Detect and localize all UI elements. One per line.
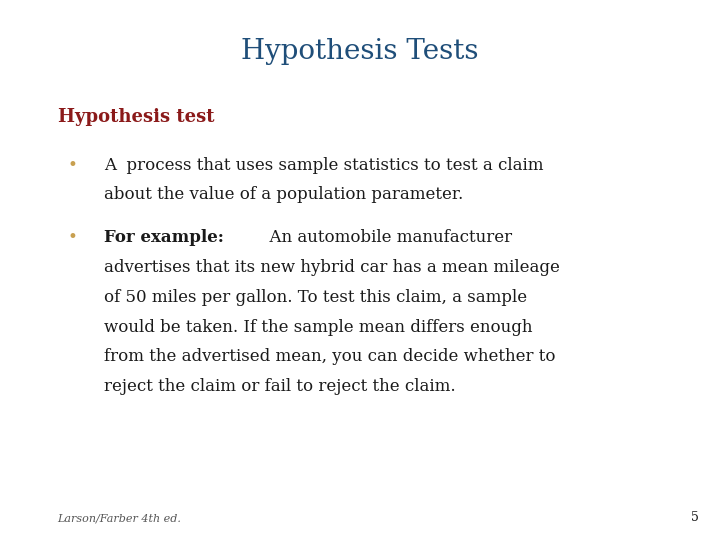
Text: from the advertised mean, you can decide whether to: from the advertised mean, you can decide… [104, 348, 556, 365]
Text: An automobile manufacturer: An automobile manufacturer [259, 230, 512, 246]
Text: Hypothesis test: Hypothesis test [58, 108, 214, 126]
Text: about the value of a population parameter.: about the value of a population paramete… [104, 186, 464, 203]
Text: •: • [67, 157, 77, 173]
Text: •: • [67, 230, 77, 246]
Text: For example:: For example: [104, 230, 224, 246]
Text: advertises that its new hybrid car has a mean mileage: advertises that its new hybrid car has a… [104, 259, 560, 276]
Text: Hypothesis Tests: Hypothesis Tests [241, 38, 479, 65]
Text: 5: 5 [690, 511, 698, 524]
Text: of 50 miles per gallon. To test this claim, a sample: of 50 miles per gallon. To test this cla… [104, 289, 528, 306]
Text: A  process that uses sample statistics to test a claim: A process that uses sample statistics to… [104, 157, 544, 173]
Text: Larson/Farber 4th ed.: Larson/Farber 4th ed. [58, 514, 181, 524]
Text: would be taken. If the sample mean differs enough: would be taken. If the sample mean diffe… [104, 319, 533, 335]
Text: reject the claim or fail to reject the claim.: reject the claim or fail to reject the c… [104, 378, 456, 395]
